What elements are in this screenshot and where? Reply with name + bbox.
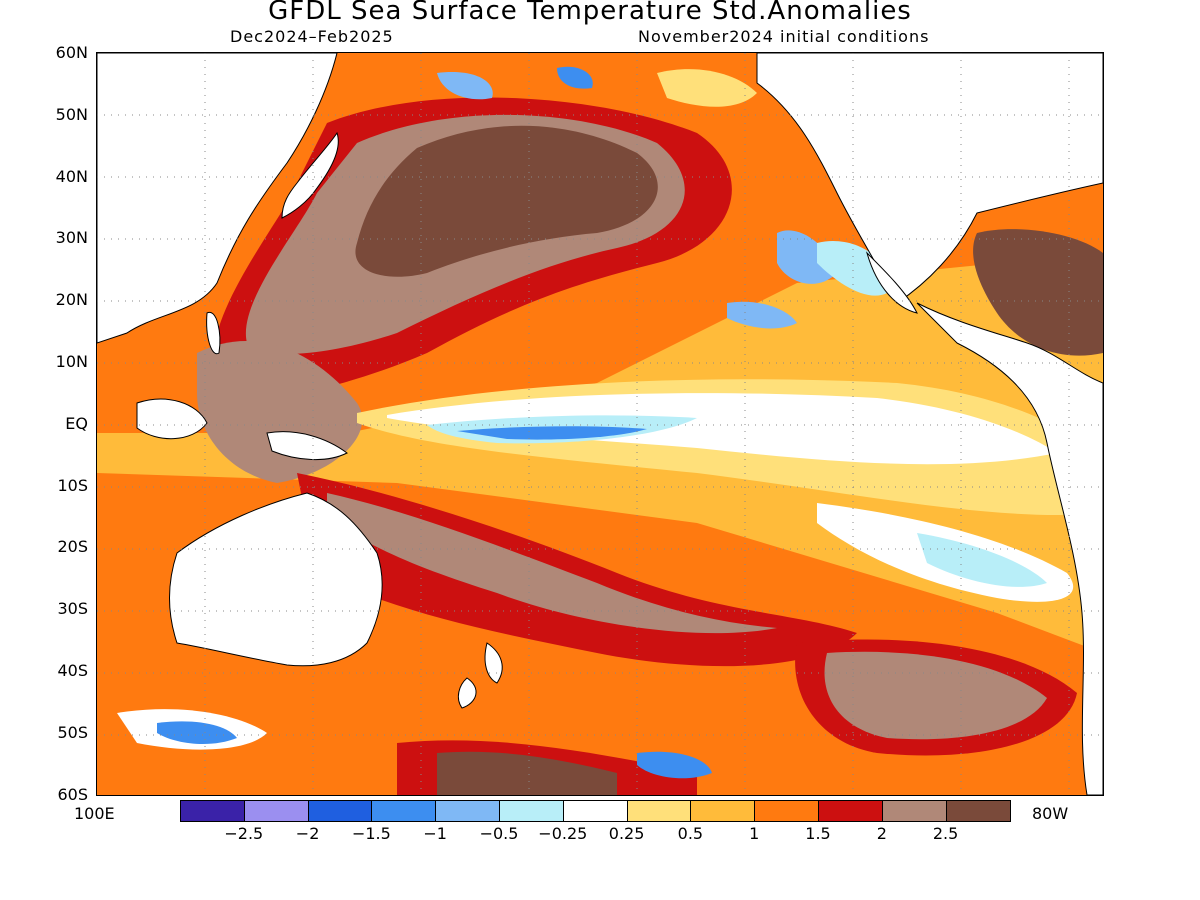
colorbar-label: 2.5 <box>932 824 959 843</box>
map-canvas <box>97 53 1103 795</box>
colorbar-label: −0.5 <box>479 824 519 843</box>
colorbar-swatch <box>372 801 437 821</box>
colorbar-label: 0.5 <box>677 824 704 843</box>
colorbar-swatch <box>244 801 309 821</box>
colorbar-label: 1 <box>749 824 760 843</box>
lon-label-right: 80W <box>1032 804 1069 823</box>
colorbar-label: −1 <box>423 824 447 843</box>
colorbar-label: 1.5 <box>805 824 831 843</box>
lat-label: 60N <box>55 43 88 62</box>
lat-label: 30S <box>57 599 88 619</box>
colorbar-label: −1.5 <box>351 824 391 843</box>
colorbar-swatch <box>563 801 628 821</box>
colorbar-swatch <box>627 801 692 821</box>
lat-label: 50N <box>55 104 88 124</box>
colorbar-label: −2.5 <box>224 824 264 843</box>
sst-anomaly-map <box>96 52 1104 796</box>
colorbar-swatch <box>499 801 564 821</box>
lat-label: 30N <box>55 228 88 248</box>
colorbar-swatch <box>181 801 245 821</box>
lat-label: 10N <box>55 352 88 371</box>
colorbar-label: −2 <box>295 824 320 843</box>
colorbar-label: 2 <box>876 824 887 843</box>
lat-label: 60S <box>57 784 88 804</box>
forecast-period: Dec2024–Feb2025 <box>230 27 394 46</box>
lon-label-left: 100E <box>74 804 115 823</box>
colorbar-swatch <box>308 801 373 821</box>
colorbar-swatch <box>755 801 819 821</box>
lat-label: 10S <box>57 475 88 495</box>
lat-label: 40S <box>57 661 88 680</box>
lat-label: 40N <box>55 166 88 186</box>
colorbar-label: −0.25 <box>538 824 588 843</box>
colorbar-swatch <box>691 801 756 821</box>
lat-label: 20S <box>57 537 88 557</box>
map-title: GFDL Sea Surface Temperature Std.Anomali… <box>268 0 912 26</box>
colorbar <box>180 800 1012 822</box>
initial-conditions: November2024 initial conditions <box>638 27 930 46</box>
colorbar-label: 0.25 <box>608 824 645 843</box>
lat-label: 50S <box>57 722 88 742</box>
lat-label: 20N <box>55 290 88 310</box>
colorbar-swatch <box>818 801 883 821</box>
colorbar-swatch <box>882 801 947 821</box>
lat-label: EQ <box>65 413 88 433</box>
colorbar-swatch <box>436 801 500 821</box>
colorbar-swatch <box>946 801 1011 821</box>
